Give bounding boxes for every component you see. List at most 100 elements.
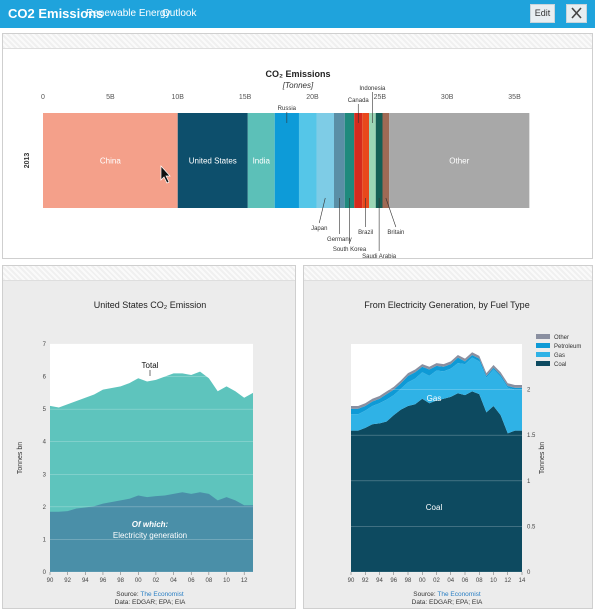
y-tick-label: 4 [43, 440, 47, 446]
bar-segment-unlabeled [298, 113, 317, 208]
x-tick-label: 06 [462, 578, 469, 584]
app-title: CO2 Emissions [8, 6, 104, 21]
x-tick-label: 5B [106, 94, 115, 101]
source-text: Source: The Economist [413, 591, 481, 598]
chart-title: From Electricity Generation, by Fuel Typ… [364, 300, 529, 310]
bar-segment-indonesia [369, 113, 376, 208]
y-tick-label: 0 [527, 570, 531, 576]
data-credit: Data: EDGAR; EPA; EIA [115, 599, 186, 606]
area-of-which-electricity-generation [50, 492, 253, 572]
segment-label-other: Other [449, 157, 469, 166]
source-label: Source: [413, 591, 437, 598]
x-tick-label: 98 [117, 578, 124, 584]
callout-line [385, 197, 397, 228]
callout-label-britain: Britain [387, 230, 404, 236]
area-coal [351, 391, 522, 572]
callout-label-russia: Russia [278, 106, 297, 112]
nav-renewable-energy[interactable]: Renewable Energy [86, 8, 171, 19]
x-tick-label: 96 [100, 578, 107, 584]
bar-segment-india [247, 113, 275, 208]
close-button[interactable] [566, 4, 587, 23]
data-credit: Data: EDGAR; EPA; EIA [412, 599, 483, 606]
callout-label-indonesia: Indonesia [359, 86, 386, 92]
edit-button[interactable]: Edit [530, 4, 555, 23]
legend-label-petroleum: Petroleum [554, 344, 581, 350]
close-icon [571, 7, 582, 19]
x-tick-label: 00 [135, 578, 142, 584]
annotation-coal: Coal [426, 503, 443, 512]
bar-segment-russia [274, 113, 299, 208]
x-tick-label: 10 [223, 578, 230, 584]
y-tick-label: 1.5 [527, 433, 536, 439]
y-tick-label: 6 [43, 375, 47, 381]
y-tick-label: 1 [43, 537, 47, 543]
x-tick-label: 15B [239, 94, 252, 101]
y-tick-label: 5 [43, 407, 47, 413]
segment-label-india: India [253, 157, 271, 166]
panel-header [304, 266, 592, 281]
x-tick-label: 90 [47, 578, 54, 584]
y-label: 2013 [24, 153, 31, 169]
y-tick-label: 3 [43, 472, 47, 478]
co2-emissions-panel: CO₂ Emissions [Tonnes] 0 5B 10B 15B 20B 25B 30B 3… [2, 33, 593, 259]
source-link[interactable]: The Economist [437, 591, 481, 598]
bar-segment-other [389, 113, 530, 208]
annotation-electricity-generation: Electricity generation [113, 531, 187, 540]
x-tick-label: 30B [441, 94, 454, 101]
x-tick-label: 08 [476, 578, 483, 584]
x-tick-label: 20B [306, 94, 319, 101]
y-axis-label: Tonnes bn [17, 442, 24, 474]
y-tick-label: 2 [527, 388, 531, 394]
nav-outlook[interactable]: Outlook [162, 8, 197, 19]
fuel-type-panel: From Electricity Generation, by Fuel Typ… [303, 265, 593, 609]
fuel-type-chart: From Electricity Generation, by Fuel Typ… [348, 300, 582, 606]
bar-segment-united-states [177, 113, 248, 208]
us-emission-panel: United States CO₂ Emission 0 1 2 3 4 5 6 7 90 92 94… [2, 265, 296, 609]
y-tick-label: 1 [527, 479, 531, 485]
legend-swatch-coal [536, 361, 550, 366]
x-tick-label: 35B [508, 94, 521, 101]
panel-header [3, 266, 295, 281]
annotation-gas: Gas [427, 394, 442, 403]
y-tick-label: 7 [43, 342, 47, 348]
legend-label-coal: Coal [554, 362, 566, 368]
x-tick-label: 90 [348, 578, 355, 584]
x-tick-label: 92 [64, 578, 71, 584]
legend-swatch-petroleum [536, 343, 550, 348]
y-tick-label: 0 [43, 570, 47, 576]
legend-swatch-gas [536, 352, 550, 357]
x-tick-label: 12 [241, 578, 248, 584]
x-tick-label: 96 [390, 578, 397, 584]
callout-label-canada: Canada [348, 98, 370, 104]
bar-segment-brazil [362, 113, 370, 208]
bar-segment-south-korea [344, 113, 355, 208]
x-tick-label: 10B [171, 94, 184, 101]
top-bar: CO2 Emissions Renewable Energy Outlook E… [0, 0, 595, 28]
area-other [351, 352, 522, 409]
x-tick-label: 98 [405, 578, 412, 584]
x-tick-label: 10 [490, 578, 497, 584]
y-tick-label: 2 [43, 505, 47, 511]
chart-title: CO₂ Emissions [265, 69, 330, 79]
x-tick-label: 94 [82, 578, 89, 584]
area-gas [351, 357, 522, 434]
co2-stacked-bar-chart: CO₂ Emissions [Tonnes] 0 5B 10B 15B 20B 25B 30B 3… [24, 69, 530, 258]
callout-label-japan: Japan [311, 226, 327, 232]
mouse-cursor-icon [160, 165, 171, 184]
bar-segment-china [43, 113, 178, 208]
segment-label-china: China [100, 157, 121, 166]
x-tick-label: 04 [170, 578, 177, 584]
x-tick-label: 14 [519, 578, 526, 584]
bar-segment-germany [334, 113, 345, 208]
chart-subtitle: [Tonnes] [282, 81, 314, 90]
x-tick-label: 0 [41, 94, 45, 101]
source-link[interactable]: The Economist [140, 591, 184, 598]
legend-label-other: Other [554, 335, 569, 341]
x-tick-label: 25B [374, 94, 387, 101]
segment-label-united-states: United States [189, 157, 237, 166]
x-tick-label: 04 [447, 578, 454, 584]
source-label: Source: [116, 591, 140, 598]
bar-segment-japan [316, 113, 334, 208]
chart-title: United States CO₂ Emission [94, 300, 207, 310]
